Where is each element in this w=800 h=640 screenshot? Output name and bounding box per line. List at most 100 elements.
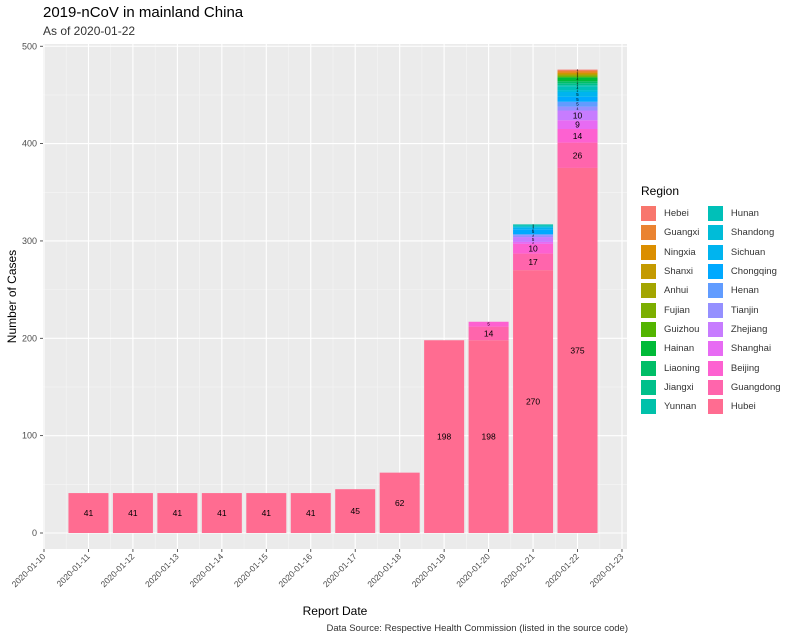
legend-swatch: [707, 341, 723, 357]
legend-swatch: [641, 264, 656, 280]
bar-value-label: 5: [576, 97, 579, 102]
legend-item-hainan: Hainan: [641, 339, 700, 358]
legend-label: Hebei: [664, 208, 689, 220]
bar-segment-anhui: [557, 74, 598, 76]
bar-value-label: 41: [262, 508, 272, 518]
bar-segment-hubei: [335, 489, 376, 533]
legend-swatch: [707, 264, 723, 280]
legend-item-shandong: Shandong: [707, 223, 781, 242]
bar-value-label: 41: [306, 508, 316, 518]
legend-swatch: [641, 302, 656, 318]
legend-item-zhejiang: Zhejiang: [707, 320, 781, 339]
bar-segment-beijing: [557, 128, 598, 143]
bar-segment-beijing: [468, 321, 509, 327]
bar-value-label: 10: [528, 244, 538, 254]
bar-segment-hubei: [112, 493, 153, 533]
legend-column: Hunan Shandong Sichuan Chongqing Henan Tianji…: [707, 204, 781, 416]
bar-value-label: 198: [437, 432, 451, 442]
x-tick-label: 2020-01-20: [454, 551, 492, 589]
bar-value-label: 1: [532, 223, 534, 227]
bar-value-label: 1: [532, 224, 534, 228]
x-tick-label: 2020-01-18: [365, 551, 403, 589]
legend-swatch: [707, 321, 723, 337]
legend-item-guangxi: Guangxi: [641, 223, 700, 242]
bar-value-label: 5: [532, 229, 535, 234]
legend-label: Shandong: [730, 227, 775, 239]
legend-swatch: [641, 283, 656, 299]
y-tick-label: 200: [22, 333, 37, 343]
bar-value-label: 17: [528, 257, 538, 267]
bar-segment-sichuan: [557, 92, 598, 97]
bar-value-label: 14: [484, 328, 494, 338]
legend-swatch: [641, 399, 656, 415]
bar-value-label: 62: [395, 498, 405, 508]
x-tick-label: 2020-01-23: [588, 551, 626, 589]
x-tick-label: 2020-01-14: [187, 551, 225, 589]
bar-segment-zhejiang: [513, 237, 554, 242]
legend-item-shanghai: Shanghai: [707, 339, 781, 358]
bar-segment-chongqing: [557, 96, 598, 102]
bar-value-label: 5: [532, 237, 535, 242]
bar-segment-guangxi: [557, 70, 598, 73]
x-tick-label: 2020-01-21: [499, 551, 537, 589]
legend-swatch: [707, 244, 723, 260]
bar-value-label: 2: [532, 234, 534, 238]
bar-segment-guangdong: [513, 253, 554, 271]
bar-segment-hainan: [557, 77, 598, 82]
y-tick-label: 400: [22, 139, 37, 149]
legend-swatch: [641, 321, 656, 337]
bar-segment-liaoning: [557, 81, 598, 84]
bar-segment-tianjin: [513, 235, 554, 238]
x-tick-label: 2020-01-13: [143, 551, 181, 589]
bar-value-label: 1: [577, 71, 579, 75]
legend-swatch: [641, 225, 656, 241]
legend-label: Shanxi: [664, 266, 694, 278]
legend: Region Hebei Guangxi Ningxia Shanxi Anhui Fuj…: [641, 184, 781, 416]
legend-item-ningxia: Ningxia: [641, 243, 700, 262]
bar-value-label: 5: [576, 92, 579, 97]
x-tick-label: 2020-01-12: [99, 551, 137, 589]
bar-segment-jiangxi: [557, 83, 598, 86]
legend-item-chongqing: Chongqing: [707, 262, 781, 281]
legend-label: Sichuan: [730, 246, 766, 258]
bar-value-label: 4: [577, 107, 579, 111]
legend-item-liaoning: Liaoning: [641, 358, 700, 377]
legend-item-guangdong: Guangdong: [707, 378, 781, 397]
legend-label: Henan: [730, 285, 759, 297]
bar-value-label: 375: [570, 345, 584, 355]
bar-segment-zhejiang: [557, 110, 598, 121]
legend-item-hubei: Hubei: [707, 397, 781, 416]
x-tick-label: 2020-01-10: [10, 551, 48, 589]
bar-segment-shanghai: [557, 120, 598, 129]
bar-segment-hunan: [513, 225, 554, 227]
legend-swatch: [641, 244, 656, 260]
bar-segment-fujian: [557, 75, 598, 77]
legend-swatch: [707, 283, 723, 299]
legend-item-shanxi: Shanxi: [641, 262, 700, 281]
legend-swatch: [641, 206, 656, 222]
bar-segment-hubei: [424, 340, 465, 533]
bar-value-label: 2: [532, 241, 534, 245]
x-tick-label: 2020-01-16: [276, 551, 314, 589]
legend-label: Anhui: [664, 285, 689, 297]
legend-item-yunnan: Yunnan: [641, 397, 700, 416]
bar-segment-beijing: [513, 243, 554, 254]
legend-label: Zhejiang: [730, 323, 768, 335]
y-tick-label: 300: [22, 236, 37, 246]
bar-value-label: 10: [573, 110, 583, 120]
bar-segment-hebei: [557, 69, 598, 71]
bar-segment-tianjin: [557, 106, 598, 111]
legend-label: Yunnan: [664, 401, 697, 413]
x-tick-label: 2020-01-19: [410, 551, 448, 589]
bar-segment-shanxi: [557, 73, 598, 75]
legend-label: Jiangxi: [664, 381, 694, 393]
bar-value-label: 1: [532, 225, 534, 229]
legend-title: Region: [641, 184, 680, 198]
bar-value-label: 1: [532, 233, 534, 237]
legend-label: Hubei: [730, 401, 756, 413]
bar-value-label: 2: [577, 89, 579, 93]
bar-segment-ningxia: [557, 72, 598, 74]
legend-swatch: [707, 399, 723, 415]
legend-item-hunan: Hunan: [707, 204, 781, 223]
